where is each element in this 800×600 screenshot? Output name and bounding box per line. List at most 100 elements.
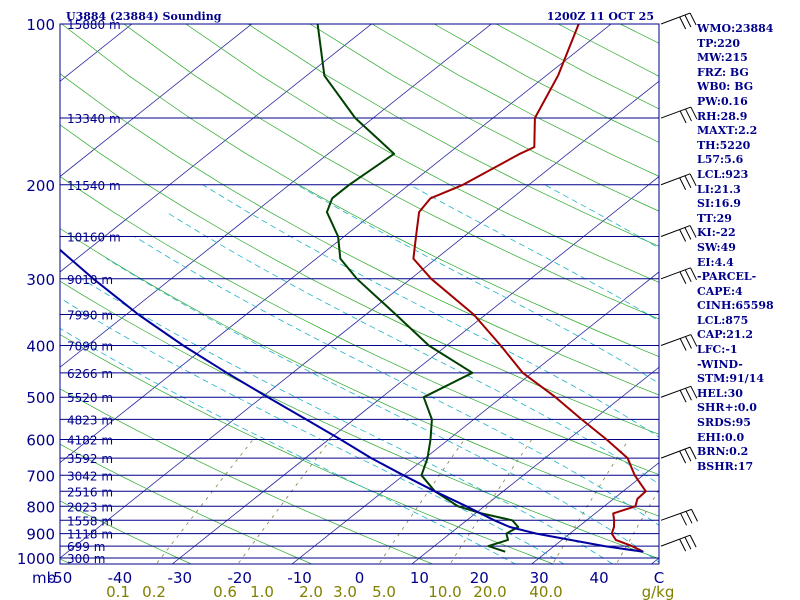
index-item: EHI:0.0 (697, 430, 745, 444)
y-axis-label: mb (32, 569, 56, 587)
mixing-ratio-line (615, 488, 659, 564)
temperature-tick: 30 (530, 569, 549, 587)
isotherm (171, 176, 659, 564)
index-item: WMO:23884 (697, 22, 774, 35)
temperature-tick: 0 (355, 569, 365, 587)
temperature-tick: 40 (590, 569, 609, 587)
index-item: L57:5.6 (697, 153, 744, 167)
mixing-ratio-line (552, 439, 630, 564)
mixing-ratio-tick: 5.0 (372, 583, 396, 600)
moist-adiabat (409, 184, 659, 322)
temperature-axis: -50 -40 -30 -20 -10 0 10 20 30 40 C (48, 569, 664, 587)
wind-barb (660, 12, 697, 30)
mixing-ratio-tick: 0.6 (213, 583, 237, 600)
index-item: SRDS:95 (697, 416, 751, 430)
mixing-ratio-line (237, 439, 331, 564)
sounding-profiles (60, 24, 647, 553)
height-label: 15880 m (67, 18, 121, 32)
temperature-tick: 10 (410, 569, 429, 587)
height-label: 699 m (67, 540, 105, 554)
height-label: 1558 m (67, 514, 113, 528)
pressure-label: 300 (26, 271, 55, 289)
height-labels: 15880 m 13340 m 11540 m 10160 m 9010 m 7990 m… (67, 18, 121, 566)
isotherm (411, 366, 659, 564)
mixing-ratio-tick: 2.0 (299, 583, 323, 600)
pressure-label: 800 (26, 498, 55, 516)
height-label: 3042 m (67, 469, 113, 483)
pressure-label: 500 (26, 389, 55, 407)
index-item: BSHR:17 (697, 459, 754, 473)
height-label: 6266 m (67, 367, 113, 381)
isotherm (60, 24, 253, 178)
mixing-ratio-line (155, 439, 254, 564)
mixing-ratio-tick: 0.2 (142, 583, 166, 600)
temperature-tick: -20 (227, 569, 252, 587)
dry-adiabat (60, 73, 659, 396)
temperature-tick: -50 (48, 569, 73, 587)
index-item: MW:215 (697, 51, 748, 65)
height-label: 1118 m (67, 528, 113, 542)
isotherm (60, 24, 492, 368)
sounding-datetime: 1200Z 11 OCT 25 (547, 10, 654, 23)
mixing-ratio-axis: 0.1 0.2 0.6 1.0 2.0 3.0 5.0 10.0 20.0 40.0 g/kg (106, 583, 674, 600)
index-item: BRN:0.2 (697, 445, 749, 459)
wind-barb (660, 106, 698, 124)
mixing-ratio-tick: 0.1 (106, 583, 130, 600)
index-item: EI:4.4 (697, 255, 734, 269)
index-item: MAXT:2.2 (697, 124, 758, 138)
pressure-label: 700 (26, 467, 55, 485)
isotherm (60, 80, 659, 559)
isotherm (60, 24, 612, 464)
dry-adiabat (60, 124, 659, 435)
moist-adiabat (106, 258, 659, 563)
height-label: 7090 m (67, 340, 113, 354)
index-item: LI:21.3 (697, 182, 741, 196)
temperature-profile (412, 24, 647, 553)
index-item: LCL:875 (697, 313, 749, 327)
wind-barb (660, 225, 697, 242)
stability-indices: WMO:23884 TP:220 MW:215 FRZ: BG WB0: BG PW:0.… (697, 22, 800, 474)
index-item: SW:49 (697, 240, 736, 254)
pressure-label: 200 (26, 177, 55, 195)
index-item: SHR+:0.0 (697, 401, 757, 415)
dry-adiabat (60, 388, 434, 564)
wind-barb (660, 508, 698, 526)
index-item: TT:29 (697, 211, 732, 225)
index-item: PW:0.16 (697, 94, 748, 108)
index-item: LFC:-1 (697, 343, 738, 357)
dry-adiabat (60, 334, 555, 564)
wind-barb (660, 267, 697, 285)
mixing-ratio-tick: 3.0 (333, 583, 357, 600)
plot-frame (59, 23, 660, 565)
dewpoint-profile (316, 24, 520, 553)
wind-barb (660, 446, 697, 464)
dry-adiabat (185, 24, 659, 283)
wind-barb (660, 334, 698, 351)
index-item: WB0: BG (697, 80, 754, 94)
mixing-ratio-tick: 20.0 (473, 583, 506, 600)
height-label: 11540 m (67, 179, 121, 193)
moist-adiabat (81, 278, 614, 564)
index-item: -WIND- (697, 357, 743, 371)
station-title: U3884 (23884) Sounding (66, 10, 222, 23)
moist-adiabat (60, 297, 565, 564)
dry-adiabat (60, 228, 659, 517)
height-label: 4823 m (67, 413, 113, 427)
index-item: HEL:30 (697, 386, 743, 400)
index-item: SI:16.9 (697, 197, 741, 211)
index-item: -PARCEL- (697, 270, 757, 284)
dry-adiabat (247, 24, 659, 247)
dry-adiabat (123, 24, 659, 320)
index-item: TH:5220 (697, 138, 751, 152)
height-label: 3592 m (67, 452, 113, 466)
height-label: 300 m (67, 552, 105, 566)
pressure-label: 900 (26, 526, 55, 544)
index-item: TP:220 (697, 36, 741, 50)
isobar-lines (60, 24, 659, 559)
height-label: 2516 m (67, 485, 113, 499)
temperature-tick: -40 (108, 569, 133, 587)
isotherm-lines (60, 24, 659, 564)
temperature-tick: C (654, 569, 664, 587)
